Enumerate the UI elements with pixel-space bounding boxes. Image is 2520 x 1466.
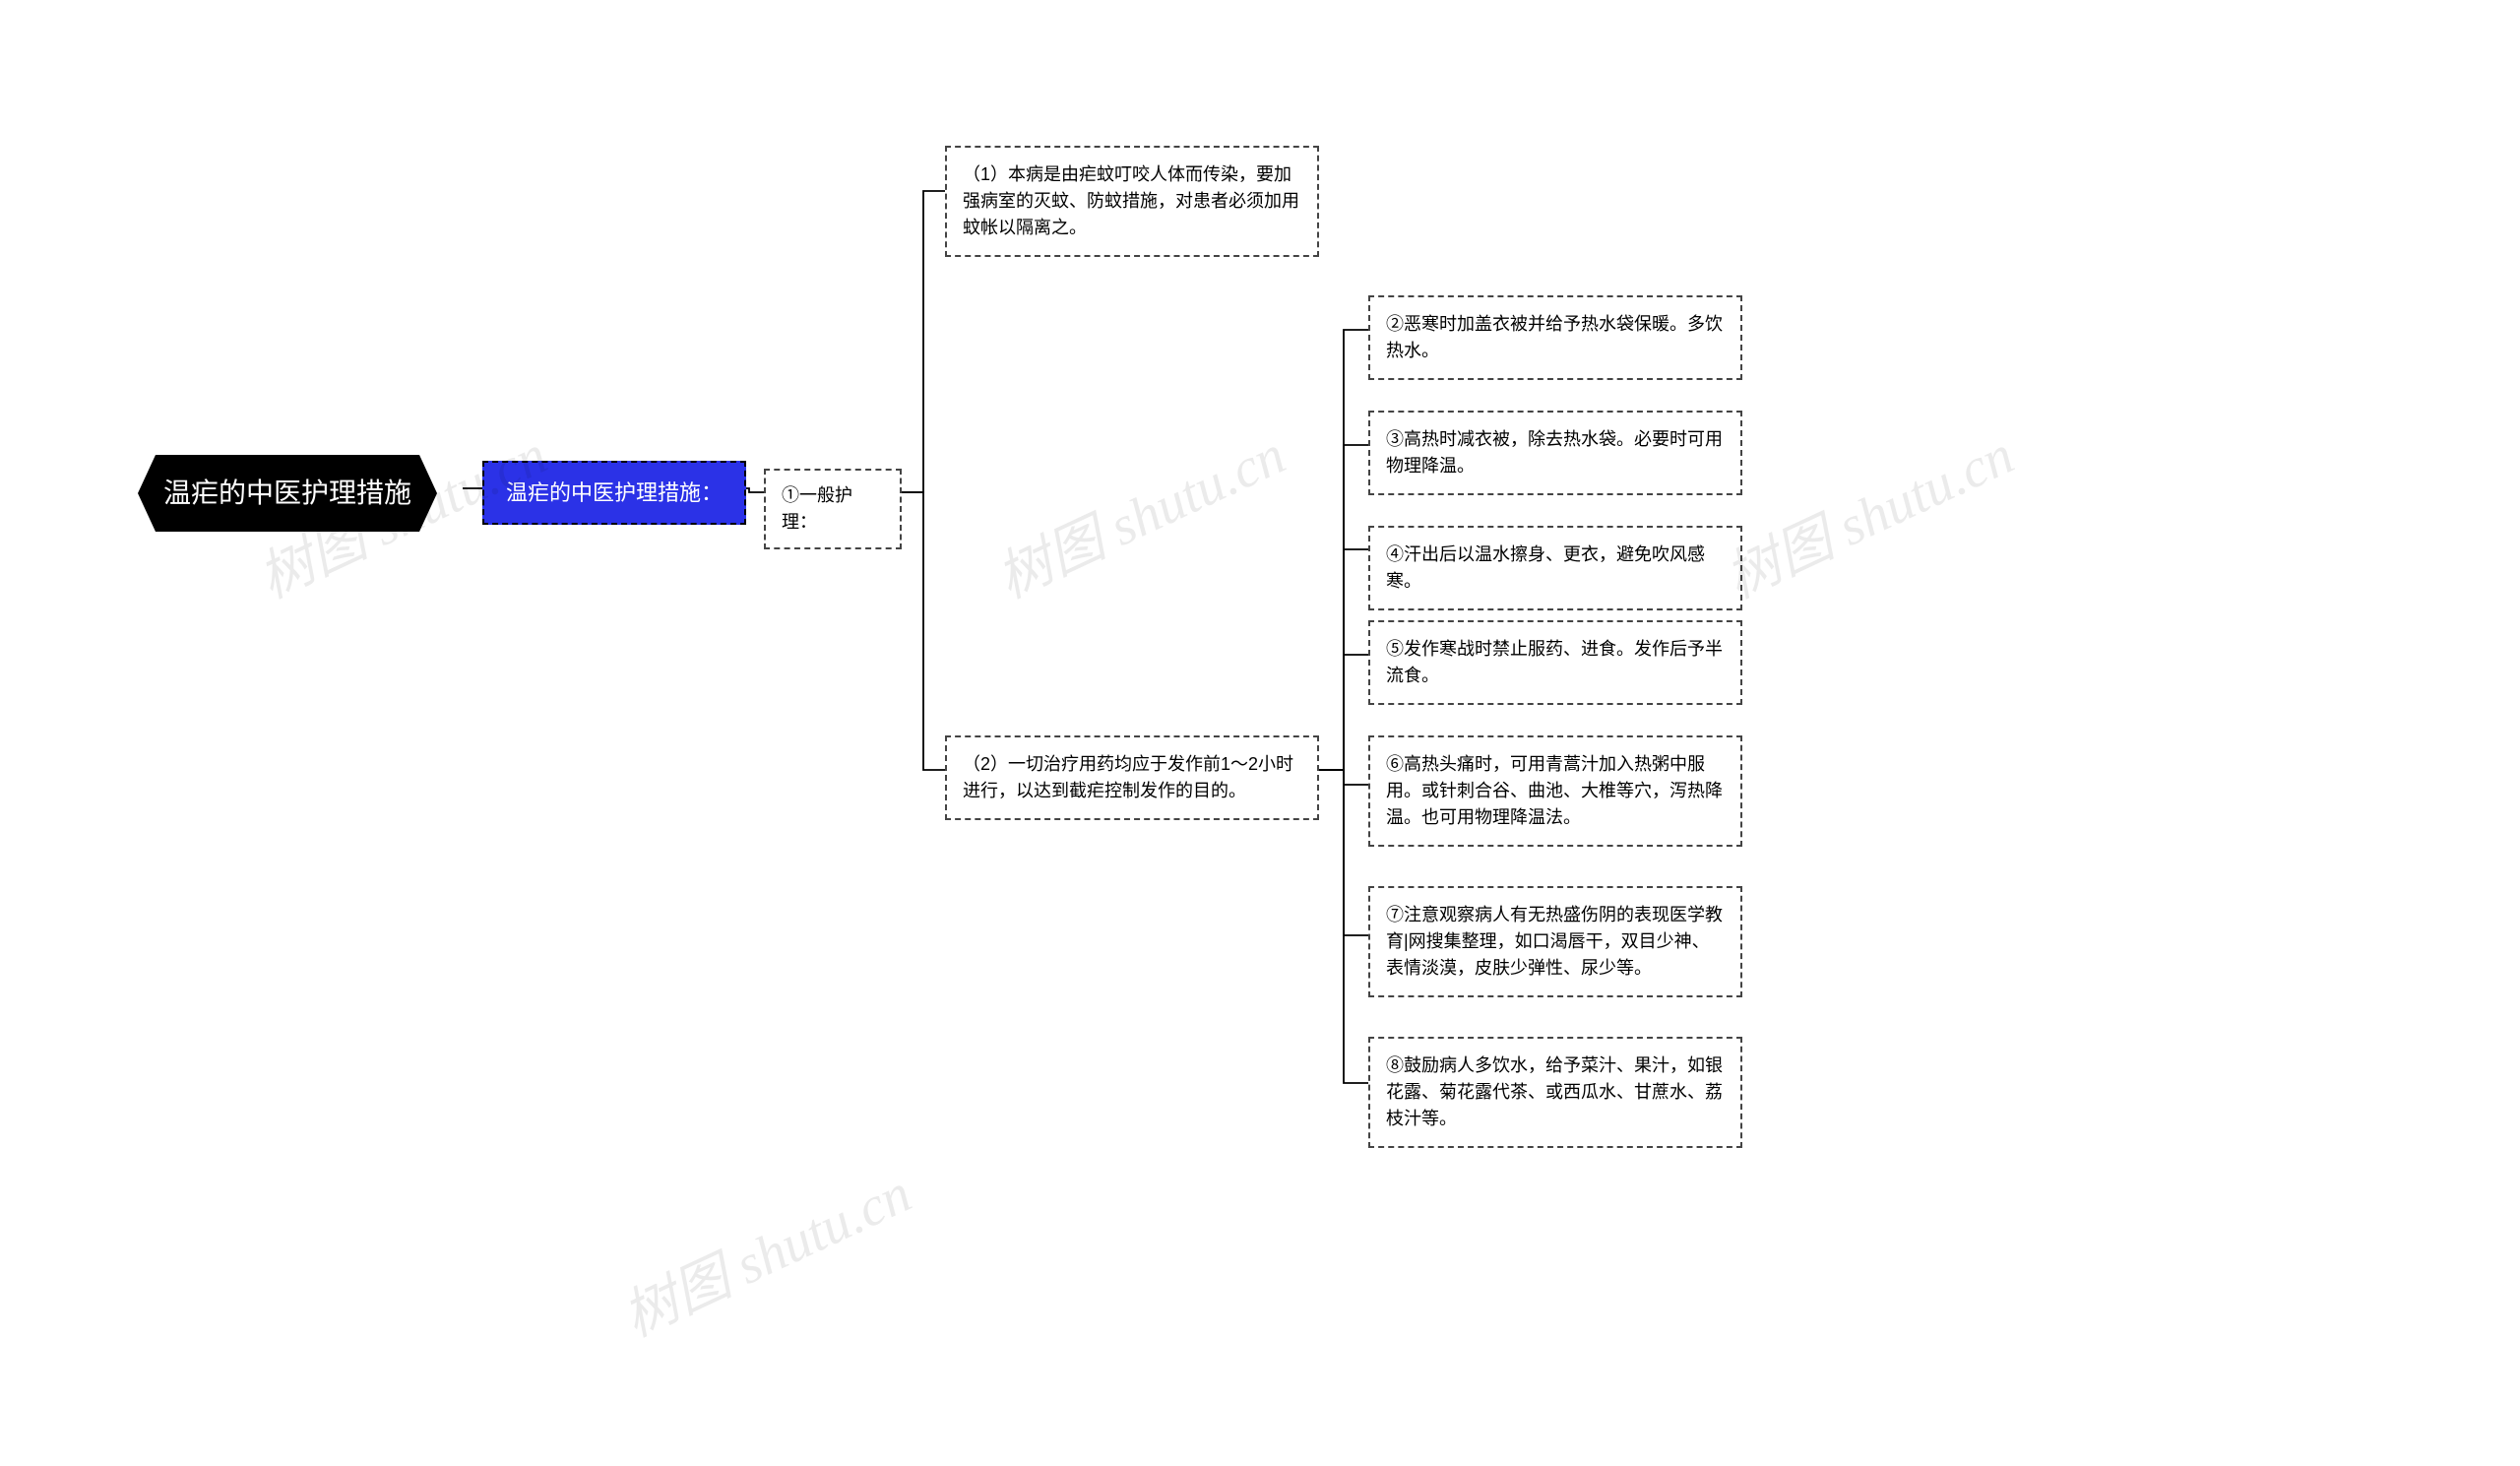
- node-paragraph-1[interactable]: （1）本病是由疟蚊叮咬人体而传染，要加强病室的灭蚊、防蚊措施，对患者必须加用蚊帐…: [945, 146, 1319, 257]
- watermark: 树图 shutu.cn: [982, 411, 1296, 613]
- level2-node[interactable]: 温疟的中医护理措施：: [482, 461, 746, 525]
- watermark: 树图 shutu.cn: [1711, 411, 2025, 613]
- connector: [1319, 549, 1368, 770]
- node-paragraph-2[interactable]: （2）一切治疗用药均应于发作前1～2小时进行，以达到截疟控制发作的目的。: [945, 735, 1319, 820]
- connector: [1319, 770, 1368, 1083]
- connector: [902, 191, 945, 492]
- leaf-node-3[interactable]: ③高热时减衣被，除去热水袋。必要时可用物理降温。: [1368, 411, 1742, 495]
- root-node[interactable]: 温疟的中医护理措施: [138, 455, 437, 532]
- leaf-node-2[interactable]: ②恶寒时加盖衣被并给予热水袋保暖。多饮热水。: [1368, 295, 1742, 380]
- connector: [1319, 770, 1368, 935]
- leaf-node-8[interactable]: ⑧鼓励病人多饮水，给予菜汁、果汁，如银花露、菊花露代茶、或西瓜水、甘蔗水、荔枝汁…: [1368, 1037, 1742, 1148]
- mindmap-canvas: 温疟的中医护理措施 温疟的中医护理措施： ①一般护理： （1）本病是由疟蚊叮咬人…: [0, 0, 2520, 1466]
- connector: [1319, 445, 1368, 770]
- leaf-node-5[interactable]: ⑤发作寒战时禁止服药、进食。发作后予半流食。: [1368, 620, 1742, 705]
- connector: [902, 492, 945, 770]
- connector: [1319, 330, 1368, 770]
- leaf-node-6[interactable]: ⑥高热头痛时，可用青蒿汁加入热粥中服用。或针刺合谷、曲池、大椎等穴，泻热降温。也…: [1368, 735, 1742, 847]
- leaf-node-4[interactable]: ④汗出后以温水擦身、更衣，避免吹风感寒。: [1368, 526, 1742, 610]
- watermark: 树图 shutu.cn: [608, 1149, 922, 1352]
- leaf-node-7[interactable]: ⑦注意观察病人有无热盛伤阴的表现医学教育|网搜集整理，如口渴唇干，双目少神、表情…: [1368, 886, 1742, 997]
- connector: [1319, 770, 1368, 785]
- connector: [1319, 655, 1368, 770]
- level3-node-general-care[interactable]: ①一般护理：: [764, 469, 902, 549]
